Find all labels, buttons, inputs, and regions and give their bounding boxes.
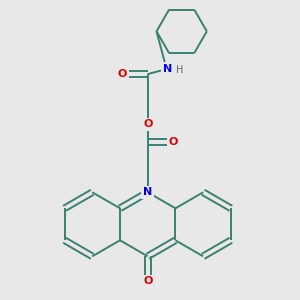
Text: N: N	[163, 64, 172, 74]
Text: H: H	[176, 65, 183, 75]
Text: O: O	[118, 69, 127, 79]
Text: O: O	[168, 137, 178, 147]
Text: O: O	[143, 119, 152, 129]
Text: N: N	[143, 187, 152, 197]
Text: O: O	[143, 277, 152, 286]
